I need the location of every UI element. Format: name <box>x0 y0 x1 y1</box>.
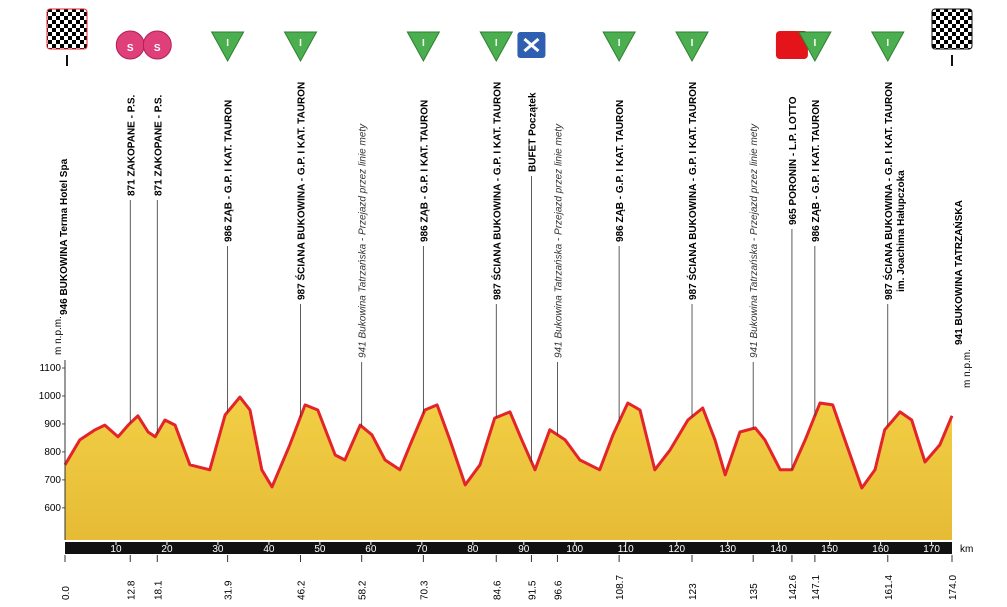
icon-label: I <box>813 38 816 49</box>
y-axis-label-right: m n.p.m. <box>962 349 973 388</box>
icon-label: I <box>691 38 694 49</box>
waypoint-label: 986 ZĄB - G.P. I KAT. TAURON <box>419 100 430 242</box>
icon-label: S <box>127 43 134 54</box>
y-tick-label: 900 <box>44 419 61 430</box>
icon-label: I <box>299 38 302 49</box>
km-label: 46.2 <box>297 580 308 600</box>
profile-line <box>63 395 954 490</box>
km-label: 108.7 <box>615 575 626 600</box>
y-tick-label: 600 <box>44 503 61 514</box>
climb-icon <box>210 31 245 63</box>
x-tick-label: 40 <box>263 544 275 555</box>
y-tick-label: 1000 <box>39 391 62 402</box>
icon-label: S <box>154 43 161 54</box>
food-cross <box>523 37 540 53</box>
climb-icon <box>406 31 441 63</box>
km-label: 135 <box>749 583 760 600</box>
x-tick-label: 160 <box>872 544 889 555</box>
x-tick-label: 10 <box>110 544 122 555</box>
waypoint-label-2: im. Joachima Hałupczoka <box>896 170 907 292</box>
waypoint-label: 986 ZĄB - G.P. I KAT. TAURON <box>615 100 626 242</box>
x-tick-label: 140 <box>770 544 787 555</box>
waypoint-label: BUFET Początek <box>527 92 538 172</box>
climb-icon <box>283 31 318 63</box>
km-label: 142.6 <box>788 575 799 600</box>
y-axis-label: m n.p.m. <box>53 316 64 355</box>
x-tick-label: 60 <box>365 544 377 555</box>
waypoint-label: 986 ZĄB - G.P. I KAT. TAURON <box>224 100 235 242</box>
waypoint-label: 941 Bukowina Tatrzańska - Przejazd przez… <box>749 123 760 358</box>
climb-icon <box>602 31 636 63</box>
x-tick-label: 30 <box>212 544 224 555</box>
waypoint-label: 871 ZAKOPANE - P.S. <box>126 94 137 196</box>
waypoint-label: 946 BUKOWINA Terma Hotel Spa <box>59 158 70 315</box>
km-label: 123 <box>688 583 699 600</box>
bonus-icon <box>775 31 808 59</box>
x-tick-label: 20 <box>161 544 173 555</box>
km-label: 18.1 <box>153 580 164 600</box>
x-axis-label: km <box>960 544 973 555</box>
km-label: 96.6 <box>553 580 564 600</box>
y-tick-label: 1100 <box>39 363 61 374</box>
climb-icon <box>870 31 905 63</box>
km-label: 12.8 <box>126 580 137 600</box>
x-tick-label: 150 <box>821 544 838 555</box>
sprint-icon <box>142 30 172 60</box>
profile-area <box>65 397 952 540</box>
x-tick-label: 50 <box>314 544 326 555</box>
icon-label: I <box>495 38 498 49</box>
waypoint-label: 965 PORONIN - L.P. LOTTO <box>788 96 799 225</box>
icon-label: I <box>618 38 621 49</box>
climb-icon <box>479 31 514 63</box>
x-tick-label: 70 <box>416 544 428 555</box>
waypoint-label: 941 Bukowina Tatrzańska - Przejazd przez… <box>553 123 564 358</box>
km-bar <box>65 542 952 554</box>
icon-label: I <box>226 38 229 49</box>
km-label: 70.3 <box>419 580 430 600</box>
x-tick-label: 170 <box>923 544 940 555</box>
waypoint-label: 941 Bukowina Tatrzańska - Przejazd przez… <box>358 123 369 358</box>
flag-icon <box>931 8 973 50</box>
climb-icon <box>675 31 709 63</box>
km-label: 174.0 <box>948 575 959 600</box>
y-tick-label: 700 <box>44 475 61 486</box>
y-tick-label: 800 <box>44 447 61 458</box>
icon-label: I <box>422 38 425 49</box>
x-tick-label: 130 <box>719 544 736 555</box>
climb-icon <box>798 31 832 63</box>
x-tick-label: 80 <box>467 544 479 555</box>
x-tick-label: 90 <box>518 544 530 555</box>
icon-label: I <box>886 38 889 49</box>
waypoint-label: 987 ŚCIANA BUKOWINA - G.P. I KAT. TAURON <box>882 82 895 300</box>
flag-icon <box>46 8 88 50</box>
km-label: 31.9 <box>224 580 235 600</box>
km-label: 147.1 <box>811 575 822 600</box>
km-label: 91.5 <box>527 580 538 600</box>
waypoint-label: 987 ŚCIANA BUKOWINA - G.P. I KAT. TAURON <box>490 82 503 300</box>
waypoint-label: 987 ŚCIANA BUKOWINA - G.P. I KAT. TAURON <box>686 82 699 300</box>
km-label: 161.4 <box>884 575 895 600</box>
km-label: 84.6 <box>492 580 503 600</box>
km-label: 0.0 <box>61 586 72 600</box>
x-tick-label: 110 <box>618 544 634 555</box>
km-label: 58.2 <box>358 580 369 600</box>
waypoint-label: 941 BUKOWINA TATRZAŃSKA <box>952 200 965 345</box>
waypoint-label: 871 ZAKOPANE - P.S. <box>153 94 164 196</box>
x-tick-label: 100 <box>566 544 583 555</box>
x-tick-label: 120 <box>668 544 685 555</box>
waypoint-label: 987 ŚCIANA BUKOWINA - G.P. I KAT. TAURON <box>295 82 308 300</box>
waypoint-label: 986 ZĄB - G.P. I KAT. TAURON <box>811 100 822 242</box>
